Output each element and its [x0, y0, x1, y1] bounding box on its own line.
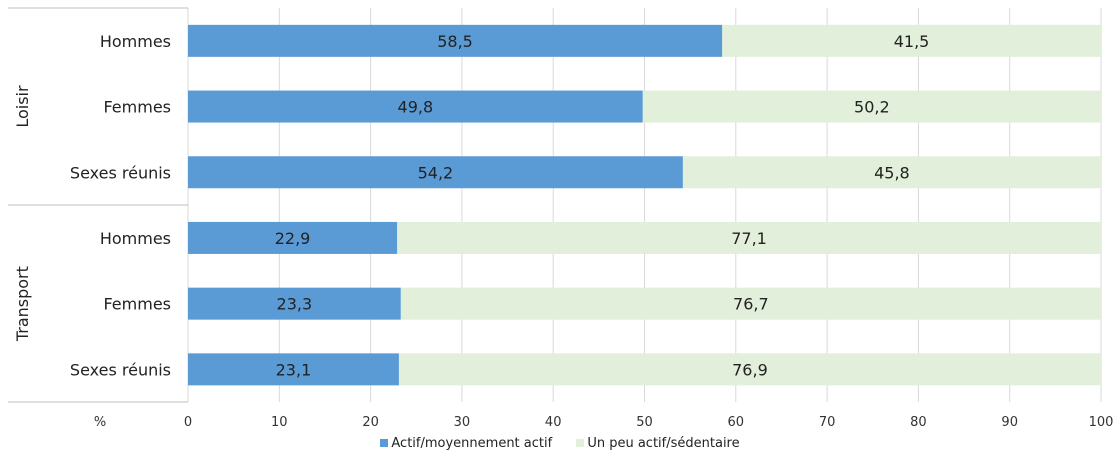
bar-sedentaire-1 [642, 90, 1101, 123]
x-tick-label-3: 30 [454, 415, 471, 430]
bar-sedentaire-4 [400, 287, 1101, 320]
x-tick-label-0: 0 [184, 415, 192, 430]
group-label-0: Loisir [13, 85, 32, 128]
group-label-1: Transport [13, 266, 32, 342]
bar-sedentaire-0 [722, 24, 1101, 57]
bar-sedentaire-2 [682, 156, 1101, 189]
legend-item-actif: Actif/moyennement actif [380, 436, 552, 451]
bar-actif-4 [188, 287, 401, 320]
x-tick-label-7: 70 [819, 415, 836, 430]
x-tick-label-8: 80 [910, 415, 927, 430]
data-label-actif-0: 58,5 [437, 32, 473, 51]
legend-swatch-sedentaire [576, 439, 585, 447]
stacked-bar-chart: 0 10 20 30 40 50 60 70 80 90 100% Loisir Hommes 58,5 4… [8, 7, 1114, 430]
x-tick-label-1: 10 [271, 415, 288, 430]
category-label-4: Femmes [103, 295, 171, 314]
legend: Actif/moyennement actif Un peu actif/séd… [0, 436, 1120, 451]
data-label-actif-1: 49,8 [398, 98, 434, 117]
legend-label-actif: Actif/moyennement actif [391, 436, 553, 451]
category-label-2: Sexes réunis [70, 163, 171, 182]
x-tick-label-9: 90 [1001, 415, 1018, 430]
bar-actif-1 [188, 90, 643, 123]
x-tick-label-4: 40 [545, 415, 562, 430]
data-label-actif-4: 23,3 [277, 295, 313, 314]
data-label-actif-5: 23,1 [276, 360, 312, 379]
data-label-sedentaire-1: 50,2 [854, 98, 890, 117]
bar-actif-2 [188, 156, 683, 189]
data-label-sedentaire-3: 77,1 [731, 229, 767, 248]
category-label-3: Hommes [100, 229, 171, 248]
category-label-0: Hommes [100, 32, 171, 51]
x-tick-label-2: 20 [362, 415, 379, 430]
x-tick-label-6: 60 [728, 415, 745, 430]
data-label-actif-2: 54,2 [418, 163, 454, 182]
bar-actif-5 [188, 353, 399, 386]
category-label-1: Femmes [103, 98, 171, 117]
data-label-sedentaire-0: 41,5 [894, 32, 930, 51]
bar-actif-0 [188, 24, 723, 57]
data-label-sedentaire-4: 76,7 [733, 295, 769, 314]
legend-swatch-actif [380, 439, 389, 447]
data-label-sedentaire-2: 45,8 [874, 163, 910, 182]
bar-sedentaire-5 [398, 353, 1101, 386]
x-tick-label-10: 100 [1089, 415, 1114, 430]
data-label-actif-3: 22,9 [275, 229, 311, 248]
category-label-5: Sexes réunis [70, 360, 171, 379]
bar-sedentaire-3 [397, 221, 1101, 254]
legend-label-sedentaire: Un peu actif/sédentaire [587, 436, 740, 451]
legend-item-sedentaire: Un peu actif/sédentaire [576, 436, 740, 451]
x-unit-label: % [94, 415, 106, 430]
x-tick-label-5: 50 [636, 415, 653, 430]
data-label-sedentaire-5: 76,9 [732, 360, 768, 379]
bar-actif-3 [188, 221, 398, 254]
